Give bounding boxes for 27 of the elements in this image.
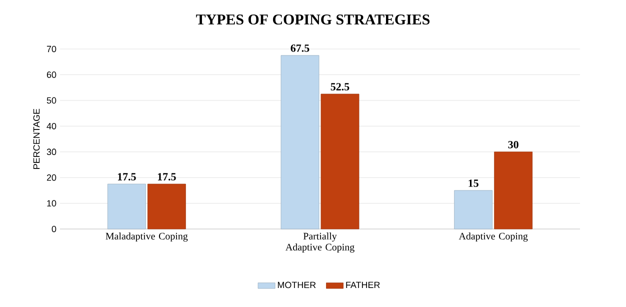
bar <box>280 55 320 230</box>
bar <box>147 184 186 230</box>
data-label: 67.5 <box>290 44 310 52</box>
data-label: 52.5 <box>330 83 350 90</box>
y-tick-label: 50 <box>46 97 56 104</box>
chart-title: TYPES OF COPING STRATEGIES <box>196 14 430 25</box>
x-tick-label: Adaptive Coping <box>458 232 528 242</box>
y-tick-label: 10 <box>47 200 56 206</box>
bar <box>320 94 360 230</box>
y-axis-title: PERCENTAGE <box>33 108 40 169</box>
y-tick-label: 30 <box>46 148 56 156</box>
x-tick-label: Partially Adaptive Coping <box>286 232 354 253</box>
y-tick-label: 40 <box>46 122 56 130</box>
bar <box>494 152 533 230</box>
data-label: 30 <box>508 140 518 148</box>
data-label: 15 <box>468 180 478 187</box>
legend-label: MOTHER <box>278 282 316 288</box>
bar <box>107 184 146 230</box>
y-tick-label: 0 <box>52 226 56 232</box>
bar <box>454 190 493 230</box>
legend-label: FATHER <box>346 282 380 288</box>
y-tick-label: 70 <box>46 46 56 52</box>
data-label: 17.5 <box>118 173 136 180</box>
y-tick-label: 60 <box>46 72 56 78</box>
x-tick-label: Maladaptive Coping <box>106 232 188 242</box>
data-label: 17.5 <box>158 173 176 180</box>
y-tick-label: 20 <box>46 174 56 181</box>
